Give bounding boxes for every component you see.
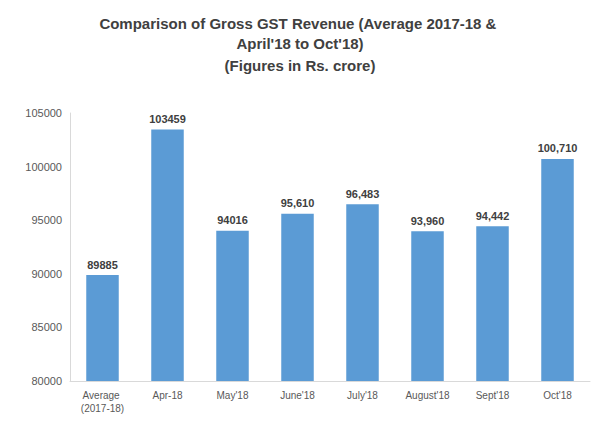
svg-text:94,442: 94,442: [476, 210, 510, 222]
svg-text:93,960: 93,960: [411, 215, 445, 227]
svg-text:Sept'18: Sept'18: [476, 390, 510, 401]
svg-text:95,610: 95,610: [281, 197, 315, 209]
svg-text:July'18: July'18: [347, 390, 378, 401]
svg-text:94016: 94016: [217, 214, 248, 226]
svg-text:85000: 85000: [31, 321, 62, 333]
svg-text:90000: 90000: [31, 268, 62, 280]
svg-text:96,483: 96,483: [346, 188, 380, 200]
svg-text:95000: 95000: [31, 214, 62, 226]
svg-text:(Figures in Rs. crore): (Figures in Rs. crore): [225, 57, 376, 74]
svg-text:80000: 80000: [31, 375, 62, 387]
svg-text:89885: 89885: [87, 259, 118, 271]
svg-text:April'18 to Oct'18): April'18 to Oct'18): [236, 35, 363, 52]
svg-text:May'18: May'18: [217, 390, 249, 401]
svg-text:August'18: August'18: [405, 390, 450, 401]
svg-text:June'18: June'18: [280, 390, 315, 401]
svg-text:100000: 100000: [25, 161, 62, 173]
svg-text:Comparison of Gross GST Revenu: Comparison of Gross GST Revenue (Average…: [99, 15, 500, 32]
svg-text:Average: Average: [83, 390, 123, 401]
svg-text:105000: 105000: [25, 107, 62, 119]
svg-text:Apr-18: Apr-18: [152, 390, 182, 401]
svg-text:100,710: 100,710: [538, 142, 578, 154]
svg-text:Oct'18: Oct'18: [543, 390, 572, 401]
svg-text:103459: 103459: [149, 113, 186, 125]
svg-text:(2017-18): (2017-18): [81, 403, 124, 414]
